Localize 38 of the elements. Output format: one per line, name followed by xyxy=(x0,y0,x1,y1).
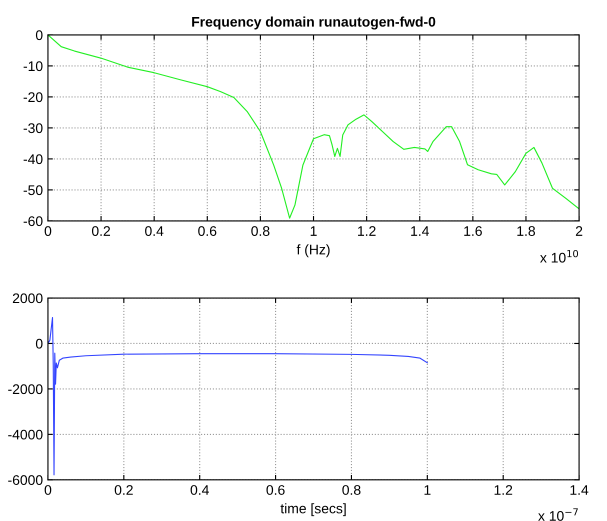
y-tick-label: 0 xyxy=(36,30,43,40)
x-tick-label: 1.8 xyxy=(517,226,536,236)
y-tick-label: -20 xyxy=(24,92,43,102)
y-tick-label: -2000 xyxy=(8,384,43,394)
x-tick-label: 0.8 xyxy=(342,485,361,495)
text: x 10$^{−7}$ xyxy=(538,508,578,521)
x-tick-label: 0.4 xyxy=(190,485,209,495)
chart-title: Frequency domain runautogen-fwd-0 xyxy=(192,16,436,30)
x-axis-title: time [secs] xyxy=(280,503,346,516)
x-tick-label: 1 xyxy=(424,485,431,495)
x-tick-label: 0.4 xyxy=(145,226,164,236)
x-tick-label: 1.2 xyxy=(358,226,376,236)
x-tick-label: 1 xyxy=(310,226,317,236)
x-tick-label: 0.2 xyxy=(92,226,110,236)
line-series xyxy=(48,34,580,219)
x-tick-label: 0.2 xyxy=(114,485,133,495)
x-tick-label: 1.4 xyxy=(570,485,588,495)
y-tick-label: -50 xyxy=(24,185,43,196)
x-tick-label: 0.8 xyxy=(251,226,270,236)
y-tick-label: 2000 xyxy=(12,293,43,304)
line-series xyxy=(48,317,428,476)
y-tick-label: 0 xyxy=(36,338,43,349)
x-tick-label: 1.4 xyxy=(411,226,429,236)
y-tick-label: -4000 xyxy=(8,430,43,440)
text: x 10$^{10}$ xyxy=(540,250,578,263)
y-tick-label: -60 xyxy=(24,216,43,226)
x-tick-label: 0 xyxy=(44,226,52,236)
x-axis-title: f (Hz) xyxy=(296,244,330,258)
x-tick-label: 2 xyxy=(576,226,582,236)
x-tick-label: 0 xyxy=(44,485,52,495)
y-tick-label: -30 xyxy=(24,123,43,134)
y-tick-label: -10 xyxy=(24,61,43,72)
x-tick-label: 0.6 xyxy=(266,485,285,495)
y-tick-label: -6000 xyxy=(8,475,43,486)
x-tick-label: 0.6 xyxy=(198,226,216,236)
x-tick-label: 1.2 xyxy=(494,485,512,495)
x-tick-label: 1.6 xyxy=(464,226,482,236)
y-tick-label: -40 xyxy=(24,154,43,164)
